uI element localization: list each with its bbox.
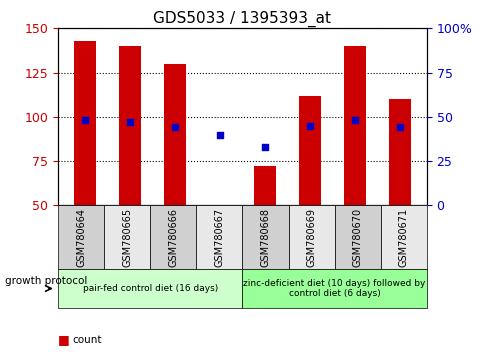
Bar [298, 96, 320, 205]
Text: count: count [73, 335, 102, 345]
Bar [164, 64, 186, 205]
Text: GSM780671: GSM780671 [398, 207, 408, 267]
Point [81, 118, 89, 123]
Text: GSM780668: GSM780668 [260, 208, 270, 267]
Point [350, 118, 358, 123]
Text: GSM780670: GSM780670 [352, 207, 362, 267]
Point [395, 125, 403, 130]
Text: GSM780664: GSM780664 [76, 208, 86, 267]
Text: pair-fed control diet (16 days): pair-fed control diet (16 days) [83, 284, 217, 293]
Point [126, 119, 134, 125]
Text: GSM780666: GSM780666 [168, 208, 178, 267]
Text: ■: ■ [58, 333, 70, 346]
Point [171, 125, 179, 130]
Title: GDS5033 / 1395393_at: GDS5033 / 1395393_at [153, 11, 331, 27]
Bar [119, 46, 141, 205]
Bar [253, 166, 276, 205]
Text: zinc-deficient diet (10 days) followed by
control diet (6 days): zinc-deficient diet (10 days) followed b… [243, 279, 425, 298]
Text: GSM780665: GSM780665 [122, 207, 132, 267]
Point [305, 123, 313, 129]
Bar [343, 46, 365, 205]
Bar [388, 99, 410, 205]
Text: growth protocol: growth protocol [5, 276, 87, 286]
Bar [74, 41, 96, 205]
Text: GSM780667: GSM780667 [214, 207, 224, 267]
Text: ■: ■ [58, 353, 70, 354]
Point [260, 144, 268, 150]
Text: GSM780669: GSM780669 [306, 208, 316, 267]
Point [216, 132, 224, 137]
